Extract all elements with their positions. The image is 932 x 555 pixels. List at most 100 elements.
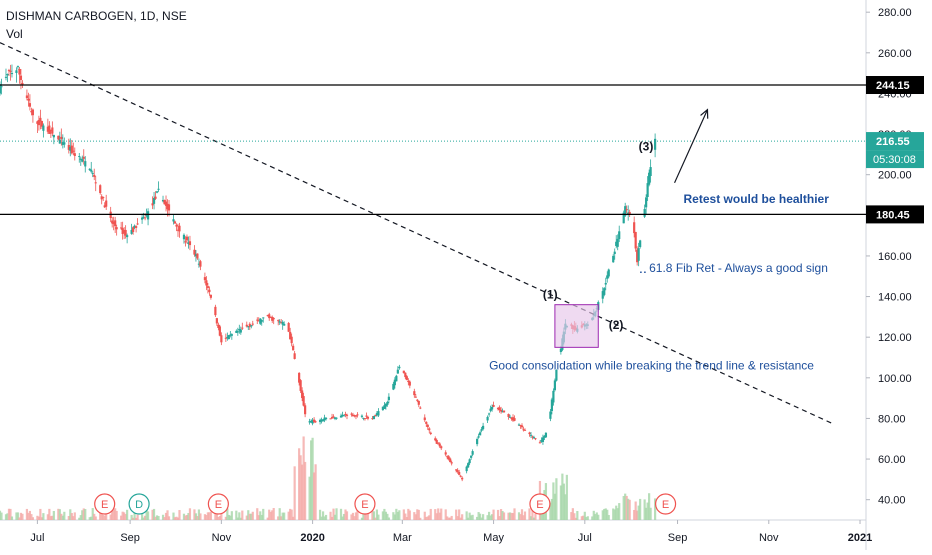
candle-body bbox=[618, 231, 621, 240]
candle-body bbox=[67, 144, 70, 150]
candle-body bbox=[345, 414, 349, 416]
candle-body bbox=[114, 220, 117, 227]
candle-body bbox=[470, 455, 473, 458]
volume-bar bbox=[532, 517, 536, 520]
volume-bar bbox=[492, 509, 495, 520]
candle-body bbox=[99, 185, 102, 194]
candle-body bbox=[121, 228, 124, 235]
candle-body bbox=[145, 214, 148, 216]
candle-body bbox=[176, 229, 180, 231]
volume-bar bbox=[70, 513, 73, 520]
candle-body bbox=[606, 275, 609, 279]
volume-bar bbox=[79, 515, 82, 520]
volume-bar bbox=[283, 512, 286, 520]
volume-label: Vol bbox=[6, 27, 23, 41]
volume-bar bbox=[531, 508, 534, 520]
volume-bar bbox=[591, 516, 594, 520]
candle-body bbox=[332, 416, 335, 418]
time-tick-label: 2020 bbox=[300, 532, 324, 544]
wave-label: (3) bbox=[639, 139, 654, 153]
candle-body bbox=[278, 321, 281, 323]
candle-body bbox=[257, 320, 260, 322]
candle-body bbox=[384, 403, 387, 407]
candle-body bbox=[395, 375, 398, 382]
candle-body bbox=[456, 470, 459, 472]
candle-body bbox=[468, 459, 471, 464]
volume-bar bbox=[595, 512, 598, 520]
volume-bar bbox=[455, 509, 458, 520]
candle-body bbox=[167, 204, 171, 211]
candle-body bbox=[624, 206, 627, 216]
candle-body bbox=[130, 229, 133, 234]
volume-bar bbox=[121, 511, 124, 520]
candle-body bbox=[615, 241, 618, 247]
candle-body bbox=[172, 219, 175, 222]
volume-bar bbox=[440, 508, 443, 520]
candle-body bbox=[643, 209, 646, 217]
price-tag-label: 216.55 bbox=[876, 136, 910, 148]
candle-body bbox=[178, 225, 181, 232]
volume-bar bbox=[324, 514, 328, 520]
countdown-label: 05:30:08 bbox=[873, 154, 916, 166]
candle-body bbox=[120, 227, 123, 229]
volume-bar bbox=[585, 517, 588, 520]
candle-body bbox=[182, 234, 186, 240]
candle-body bbox=[39, 117, 42, 122]
volume-bar bbox=[570, 512, 573, 520]
candle-body bbox=[115, 227, 118, 230]
volume-bar bbox=[523, 511, 527, 520]
volume-bar bbox=[501, 511, 504, 520]
candle-body bbox=[4, 76, 8, 78]
candle-body bbox=[461, 477, 464, 480]
volume-bar bbox=[298, 448, 301, 520]
volume-bar bbox=[167, 516, 171, 520]
volume-bar bbox=[405, 517, 408, 520]
candle-body bbox=[479, 432, 482, 436]
volume-bar bbox=[480, 517, 483, 520]
volume-bar bbox=[197, 509, 201, 520]
candle-body bbox=[360, 415, 364, 417]
volume-bar bbox=[302, 436, 305, 520]
candle-body bbox=[298, 372, 301, 383]
candle-body bbox=[187, 242, 190, 245]
candle-body bbox=[140, 217, 144, 220]
candle-body bbox=[112, 221, 115, 224]
volume-bar bbox=[49, 516, 52, 520]
candle-body bbox=[510, 418, 513, 420]
candle-body bbox=[123, 230, 126, 234]
volume-bar bbox=[522, 515, 525, 520]
candle-body bbox=[321, 419, 325, 421]
candle-body bbox=[513, 418, 516, 421]
candle-body bbox=[52, 134, 55, 138]
candle-body bbox=[310, 420, 313, 423]
volume-bar bbox=[646, 502, 649, 520]
candle-body bbox=[329, 418, 332, 420]
candle-body bbox=[549, 411, 552, 419]
volume-bar bbox=[637, 505, 640, 520]
candle-body bbox=[247, 326, 250, 328]
volume-bar bbox=[37, 516, 40, 520]
volume-bar bbox=[4, 514, 8, 520]
volume-bar bbox=[519, 514, 522, 520]
candle-body bbox=[335, 417, 338, 419]
volume-bar bbox=[133, 508, 136, 520]
candle-body bbox=[304, 405, 307, 415]
candle-body bbox=[324, 417, 328, 420]
candle-body bbox=[143, 217, 147, 219]
volume-bar bbox=[362, 511, 365, 520]
event-marker-label: D bbox=[135, 499, 143, 511]
candle-body bbox=[396, 369, 399, 374]
volume-bar bbox=[607, 515, 610, 520]
volume-bar bbox=[517, 512, 521, 520]
candle-body bbox=[205, 280, 208, 286]
volume-bar bbox=[185, 515, 189, 520]
event-marker-label: E bbox=[361, 499, 368, 511]
volume-bar bbox=[552, 482, 555, 520]
candle-body bbox=[476, 438, 479, 445]
candle-body bbox=[185, 236, 189, 241]
candle-body bbox=[18, 68, 21, 75]
candle-body bbox=[502, 410, 506, 413]
volume-bar bbox=[146, 511, 150, 520]
